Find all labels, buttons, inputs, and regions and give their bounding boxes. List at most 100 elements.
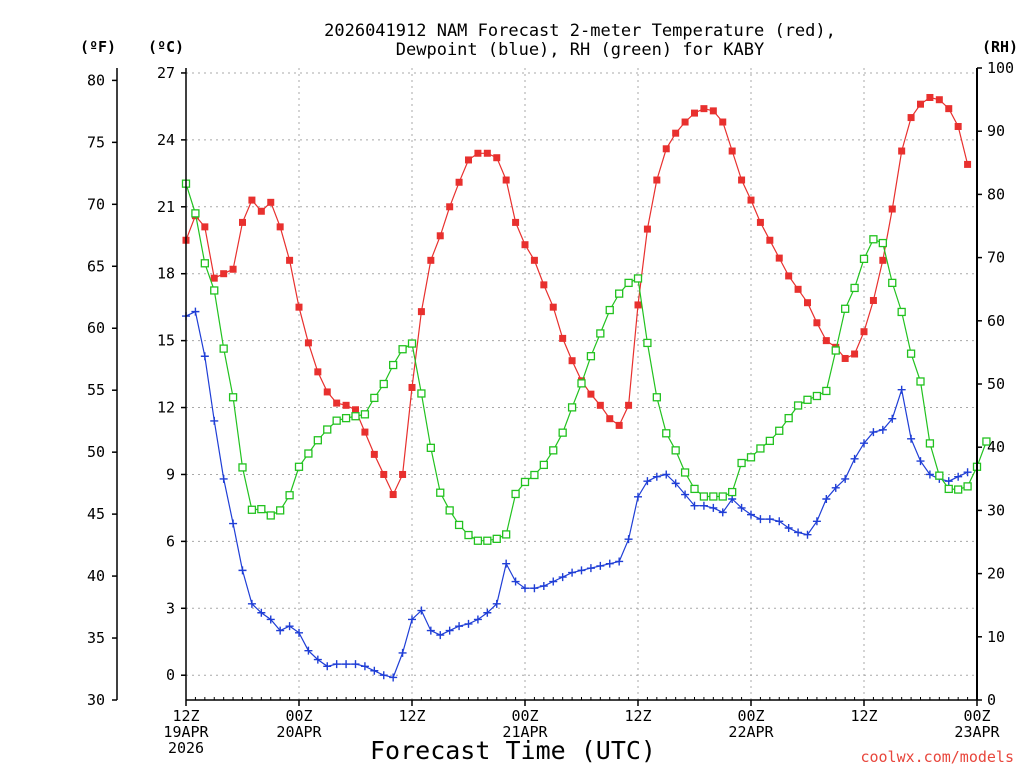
temperature-point (709, 107, 717, 115)
temperature-point (851, 350, 859, 358)
temperature-point (785, 272, 793, 280)
celsius-tick-label: 21 (157, 198, 175, 216)
dewpoint-point (521, 584, 529, 593)
temperature-point (775, 254, 783, 262)
rh-point (304, 449, 313, 458)
x-tick-label: 12Z (172, 707, 199, 725)
rh-point (841, 304, 850, 313)
rh-point (784, 413, 793, 423)
fahrenheit-tick-label: 35 (87, 629, 105, 647)
temperature-point (502, 176, 510, 184)
rh-tick-label: 80 (987, 185, 1005, 203)
fahrenheit-tick-label: 50 (87, 443, 105, 461)
dewpoint-point (238, 566, 247, 575)
temperature-point (361, 428, 369, 436)
dewpoint-point (332, 660, 341, 669)
dewpoint-point (765, 515, 774, 524)
rh-point (822, 386, 831, 396)
temperature-point (417, 308, 425, 316)
rh-point (407, 339, 417, 348)
temperature-point (201, 223, 209, 231)
temperature-point (662, 145, 670, 153)
dewpoint-point (266, 615, 275, 624)
rh-point (379, 379, 388, 389)
temperature-point (907, 114, 915, 122)
rh-point (831, 346, 840, 355)
dewpoint-point (295, 628, 303, 637)
dewpoint-point (351, 660, 360, 669)
dewpoint-point (596, 561, 605, 570)
temperature-point (606, 415, 614, 423)
celsius-tick-label: 0 (166, 666, 175, 684)
dewpoint-point (756, 515, 765, 524)
temperature-point (888, 205, 896, 213)
rh-tick-label: 50 (987, 375, 1005, 393)
rh-point (473, 536, 483, 545)
rh-point (982, 437, 991, 446)
temperature-point (210, 274, 218, 282)
rh-point (859, 254, 869, 264)
rh-point (878, 238, 887, 248)
dewpoint-point (191, 307, 200, 316)
temperature-point (370, 450, 378, 458)
temperature-point (794, 285, 802, 293)
temperature-point (333, 399, 341, 407)
temperature-point (483, 149, 491, 157)
dewpoint-point (370, 666, 379, 675)
rh-line (185, 183, 987, 542)
temperature-point (408, 383, 416, 391)
fahrenheit-tick-label: 60 (87, 319, 105, 337)
dewpoint-point (662, 470, 671, 479)
dewpoint-point (558, 573, 567, 582)
temperature-point (653, 176, 661, 184)
dewpoint-point (794, 528, 803, 537)
rh-point (954, 485, 963, 494)
celsius-tick-label: 12 (157, 399, 175, 417)
dewpoint-point (897, 385, 906, 394)
temperature-point (804, 299, 811, 307)
rh-point (370, 393, 379, 403)
x-axis-label: Forecast Time (UTC) (370, 736, 656, 765)
dewpoint-point (276, 626, 285, 635)
fahrenheit-axis-unit: (ºF) (80, 38, 116, 56)
rh-point (671, 446, 680, 455)
rh-point (662, 429, 671, 438)
rh-point (398, 345, 407, 354)
temperature-series (182, 93, 972, 499)
dewpoint-point (615, 557, 624, 566)
dewpoint-point (539, 581, 548, 590)
temperature-point (954, 122, 962, 130)
rh-point (332, 416, 341, 425)
temperature-point (474, 149, 482, 157)
temperature-point (672, 129, 680, 137)
temperature-point (540, 281, 548, 289)
temperature-point (530, 256, 538, 264)
temperature-point (691, 109, 698, 117)
rh-point (869, 235, 878, 244)
dewpoint-point (728, 494, 737, 503)
temperature-point (625, 401, 633, 409)
x-tick-label: 12Z (398, 707, 425, 725)
temperature-point (681, 118, 689, 126)
temperature-point (493, 154, 501, 162)
rh-point (963, 482, 972, 491)
fahrenheit-tick-label: 75 (87, 133, 105, 151)
rh-point (775, 426, 784, 435)
rh-point (652, 393, 661, 402)
celsius-tick-label: 9 (166, 465, 175, 483)
fahrenheit-tick-label: 65 (87, 257, 105, 275)
dewpoint-point (511, 577, 520, 586)
rh-point (351, 412, 360, 421)
x-tick-label: 20APR (276, 723, 322, 741)
celsius-tick-label: 3 (166, 599, 175, 617)
rh-point (897, 307, 906, 317)
rh-point (502, 530, 511, 539)
dewpoint-point (803, 530, 812, 539)
temperature-point (587, 390, 595, 398)
rh-tick-label: 10 (987, 628, 1005, 646)
rh-tick-label: 20 (987, 565, 1005, 583)
dewpoint-point (690, 501, 699, 510)
rh-point (389, 360, 398, 370)
dewpoint-point (445, 626, 454, 635)
dewpoint-point (229, 519, 238, 528)
